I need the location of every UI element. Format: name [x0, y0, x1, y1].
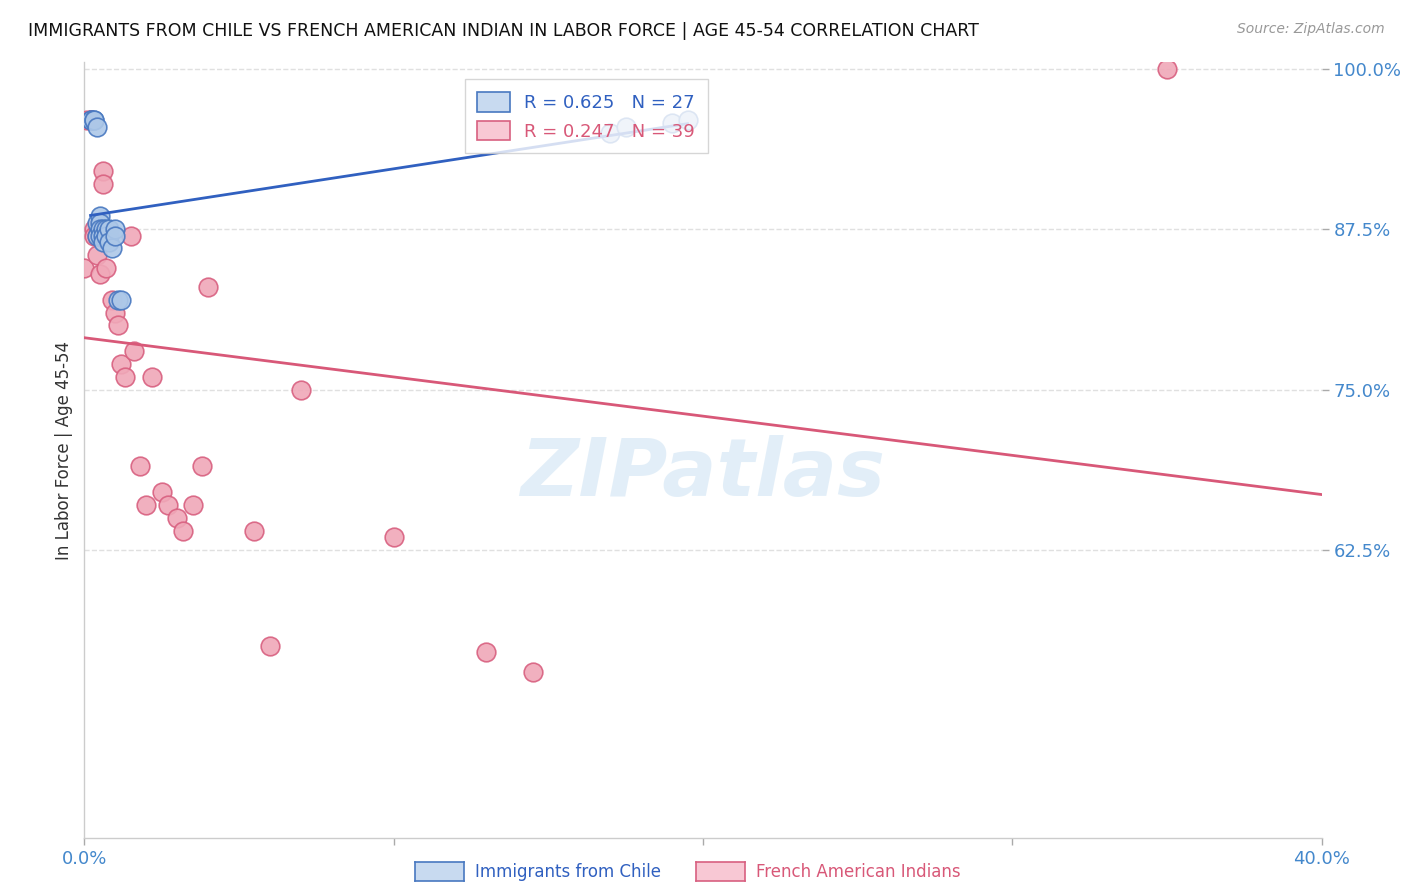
Point	[83, 113, 105, 128]
Point	[86, 120, 108, 134]
Point	[104, 228, 127, 243]
Point	[79, 113, 101, 128]
Y-axis label: In Labor Force | Age 45-54: In Labor Force | Age 45-54	[55, 341, 73, 560]
Point	[114, 369, 136, 384]
Point	[110, 357, 132, 371]
Point	[107, 318, 129, 333]
Point	[98, 228, 121, 243]
Point	[475, 645, 498, 659]
Point	[91, 222, 114, 236]
Point	[191, 459, 214, 474]
Point	[156, 498, 179, 512]
Point	[83, 113, 105, 128]
Point	[243, 524, 266, 538]
Point	[522, 665, 544, 679]
Text: Immigrants from Chile: Immigrants from Chile	[475, 863, 661, 881]
Point	[101, 242, 124, 256]
Point	[86, 228, 108, 243]
Point	[614, 120, 637, 134]
Point	[110, 293, 132, 307]
Point	[89, 222, 111, 236]
Text: IMMIGRANTS FROM CHILE VS FRENCH AMERICAN INDIAN IN LABOR FORCE | AGE 45-54 CORRE: IMMIGRANTS FROM CHILE VS FRENCH AMERICAN…	[28, 22, 979, 40]
Point	[91, 228, 114, 243]
Point	[101, 293, 124, 307]
Point	[129, 459, 152, 474]
Point	[86, 248, 108, 262]
Point	[94, 260, 117, 275]
Point	[86, 228, 108, 243]
Text: ZIPatlas: ZIPatlas	[520, 434, 886, 513]
Point	[141, 369, 163, 384]
Point	[98, 235, 121, 249]
Point	[73, 260, 96, 275]
Text: French American Indians: French American Indians	[756, 863, 962, 881]
Point	[290, 383, 312, 397]
Point	[98, 222, 121, 236]
Point	[79, 113, 101, 128]
Point	[166, 510, 188, 524]
Point	[107, 293, 129, 307]
Point	[181, 498, 204, 512]
Point	[91, 235, 114, 249]
Point	[89, 267, 111, 281]
Point	[104, 305, 127, 319]
Point	[76, 113, 98, 128]
Point	[150, 485, 173, 500]
Point	[122, 344, 145, 359]
Point	[120, 228, 142, 243]
Point	[1156, 62, 1178, 76]
Point	[599, 126, 621, 140]
Point	[382, 530, 405, 544]
Point	[91, 178, 114, 192]
Point	[661, 116, 683, 130]
Point	[89, 222, 111, 236]
Point	[86, 216, 108, 230]
Legend: R = 0.625   N = 27, R = 0.247   N = 39: R = 0.625 N = 27, R = 0.247 N = 39	[464, 79, 707, 153]
Text: Source: ZipAtlas.com: Source: ZipAtlas.com	[1237, 22, 1385, 37]
Point	[79, 113, 101, 128]
Point	[89, 228, 111, 243]
Point	[79, 113, 101, 128]
Point	[172, 524, 194, 538]
Point	[83, 222, 105, 236]
Point	[91, 164, 114, 178]
Point	[135, 498, 157, 512]
Point	[259, 639, 281, 653]
Point	[197, 280, 219, 294]
Point	[94, 222, 117, 236]
Point	[89, 210, 111, 224]
Point	[83, 228, 105, 243]
Point	[89, 216, 111, 230]
Point	[104, 222, 127, 236]
Point	[676, 113, 699, 128]
Point	[94, 228, 117, 243]
